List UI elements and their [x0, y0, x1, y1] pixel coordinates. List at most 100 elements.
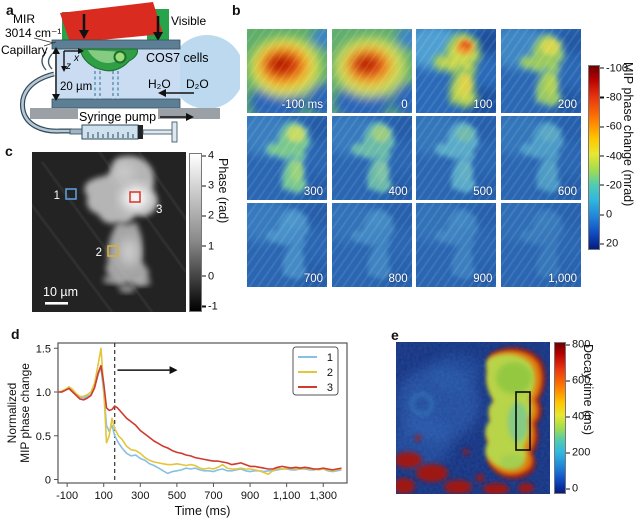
colorbar-tick: 800	[566, 339, 590, 351]
y-tick-label: 1.0	[36, 387, 51, 399]
z-axis-arrow-icon	[61, 66, 67, 72]
panel-c-label: c	[5, 143, 13, 159]
gap-label: 20 µm	[60, 81, 92, 93]
panel-d-label: d	[11, 326, 20, 342]
wavenumber-label: 3014 cm⁻¹	[5, 26, 61, 40]
phase-image: 1 2 3 10 µm	[32, 152, 186, 312]
roi-box-2	[107, 245, 119, 257]
colorbar-tick: 600	[566, 375, 590, 387]
mip-frame-500: 500	[416, 116, 497, 200]
callout-line	[43, 41, 57, 47]
plunger-handle	[171, 121, 178, 143]
support-block	[158, 108, 220, 119]
callout-line	[33, 37, 55, 44]
capillary-label: Capillary	[1, 43, 48, 57]
colorbar-tick: 0	[566, 483, 578, 495]
x-tick-label: 1,300	[309, 490, 337, 502]
panel-b-label: b	[232, 2, 241, 18]
x-tick-label: 700	[204, 490, 222, 502]
frame-time-label: 500	[473, 185, 493, 198]
frame-time-label: 400	[388, 185, 408, 198]
panel-e-label: e	[391, 327, 399, 343]
y-axis-title: MIP phase change	[18, 363, 32, 463]
mip-frame-900: 900	[416, 203, 497, 287]
colorbar-tick: -80	[600, 92, 622, 103]
x-axis-label: x	[73, 53, 80, 64]
y-axis-title: Normalized	[5, 383, 19, 444]
arrow-head-icon	[169, 366, 178, 375]
colorbar-tick: -20	[600, 180, 622, 191]
e-colorbar-ticks: 800 600 400 200 0	[566, 339, 592, 495]
support-block	[30, 108, 78, 119]
x-tick-label: 900	[241, 490, 259, 502]
cell-decay-blob	[485, 347, 546, 479]
colorbar-tick: 1	[202, 241, 214, 252]
colorbar-tick: 400	[566, 411, 590, 423]
y-tick-label: 0.5	[36, 431, 51, 443]
c-colorbar	[189, 153, 202, 312]
legend-label-1: 1	[327, 352, 333, 364]
syringe-ticks	[87, 132, 134, 138]
mip-frame-700: 700	[247, 203, 327, 287]
mip-frame-800: 800	[331, 203, 412, 287]
cos7-label: COS7 cells	[146, 51, 209, 65]
b-colorbar-title: MIP phase change (mrad)	[621, 62, 635, 207]
roi-box-1	[65, 188, 77, 200]
mip-frame-600: 600	[501, 116, 582, 200]
x-tick-label: 1,100	[273, 490, 301, 502]
z-axis-label: z	[65, 61, 71, 72]
x-axis-arrow-icon	[78, 48, 84, 54]
right-arrow-icon	[186, 113, 194, 121]
left-arrow-icon	[158, 89, 166, 97]
mip-frame--100ms: -100 ms	[247, 29, 327, 113]
roi-label-3: 3	[156, 204, 162, 216]
frame-time-label: 800	[388, 272, 408, 285]
mip-frame-100: 100	[416, 29, 497, 113]
mip-frame-1000: 1,000	[501, 203, 582, 287]
down-arrow-icon	[52, 94, 60, 101]
setup-schematic: MIR 3014 cm⁻¹ Visible Capillary COS7 cel…	[1, 2, 240, 143]
capillary-bottom	[51, 98, 181, 109]
x-tick-label: 500	[168, 490, 186, 502]
roi-label-1: 1	[54, 190, 60, 202]
legend-label-2: 2	[327, 367, 333, 379]
panel-a-label: a	[6, 2, 14, 18]
cell-nucleus	[113, 50, 127, 64]
series-line-3	[58, 364, 342, 471]
scalebar-label: 10 µm	[43, 285, 78, 299]
frame-time-label: 100	[473, 98, 493, 111]
d2o-label: D₂O	[186, 77, 209, 91]
frame-time-label: 200	[557, 98, 578, 111]
scalebar	[45, 302, 68, 305]
frame-time-label: 300	[303, 185, 323, 198]
syringe-stop	[138, 125, 143, 139]
colorbar-tick: -60	[600, 121, 622, 133]
visible-label: Visible	[171, 14, 206, 28]
roi-label-2: 2	[96, 247, 102, 259]
colorbar-tick: 0	[600, 209, 612, 221]
x-axis-title: Time (ms)	[175, 504, 231, 518]
red-patches	[396, 435, 534, 494]
pump-label: Syringe pump	[79, 110, 156, 124]
mip-frame-grid: -100 ms 0 100 200	[247, 29, 582, 287]
colorbar-tick: 0	[202, 271, 214, 282]
frame-time-label: 900	[473, 272, 493, 285]
colorbar-tick: 2	[202, 210, 214, 222]
up-arrow-icon	[52, 47, 60, 54]
down-arrow-icon	[153, 32, 163, 41]
mir-label: MIR	[13, 12, 35, 26]
roi-box-3	[129, 191, 141, 203]
decay-curve-chart: -100 100 300 500 700 900 1,100 1,300 0 0.5 1.0 1.5 T…	[5, 342, 348, 518]
mip-frame-300: 300	[247, 116, 327, 200]
h2o-label: H₂O	[148, 77, 171, 91]
x-tick-label: 100	[95, 490, 113, 502]
legend-label-3: 3	[327, 382, 333, 394]
x-tick-label: -100	[56, 490, 78, 502]
tube-inner	[21, 72, 72, 133]
frame-time-label: 1,000	[548, 272, 578, 285]
cell-blob	[84, 155, 158, 293]
mip-frame-0: 0	[331, 29, 412, 113]
colorbar-tick: 200	[566, 447, 590, 459]
plunger-rod	[142, 129, 174, 135]
